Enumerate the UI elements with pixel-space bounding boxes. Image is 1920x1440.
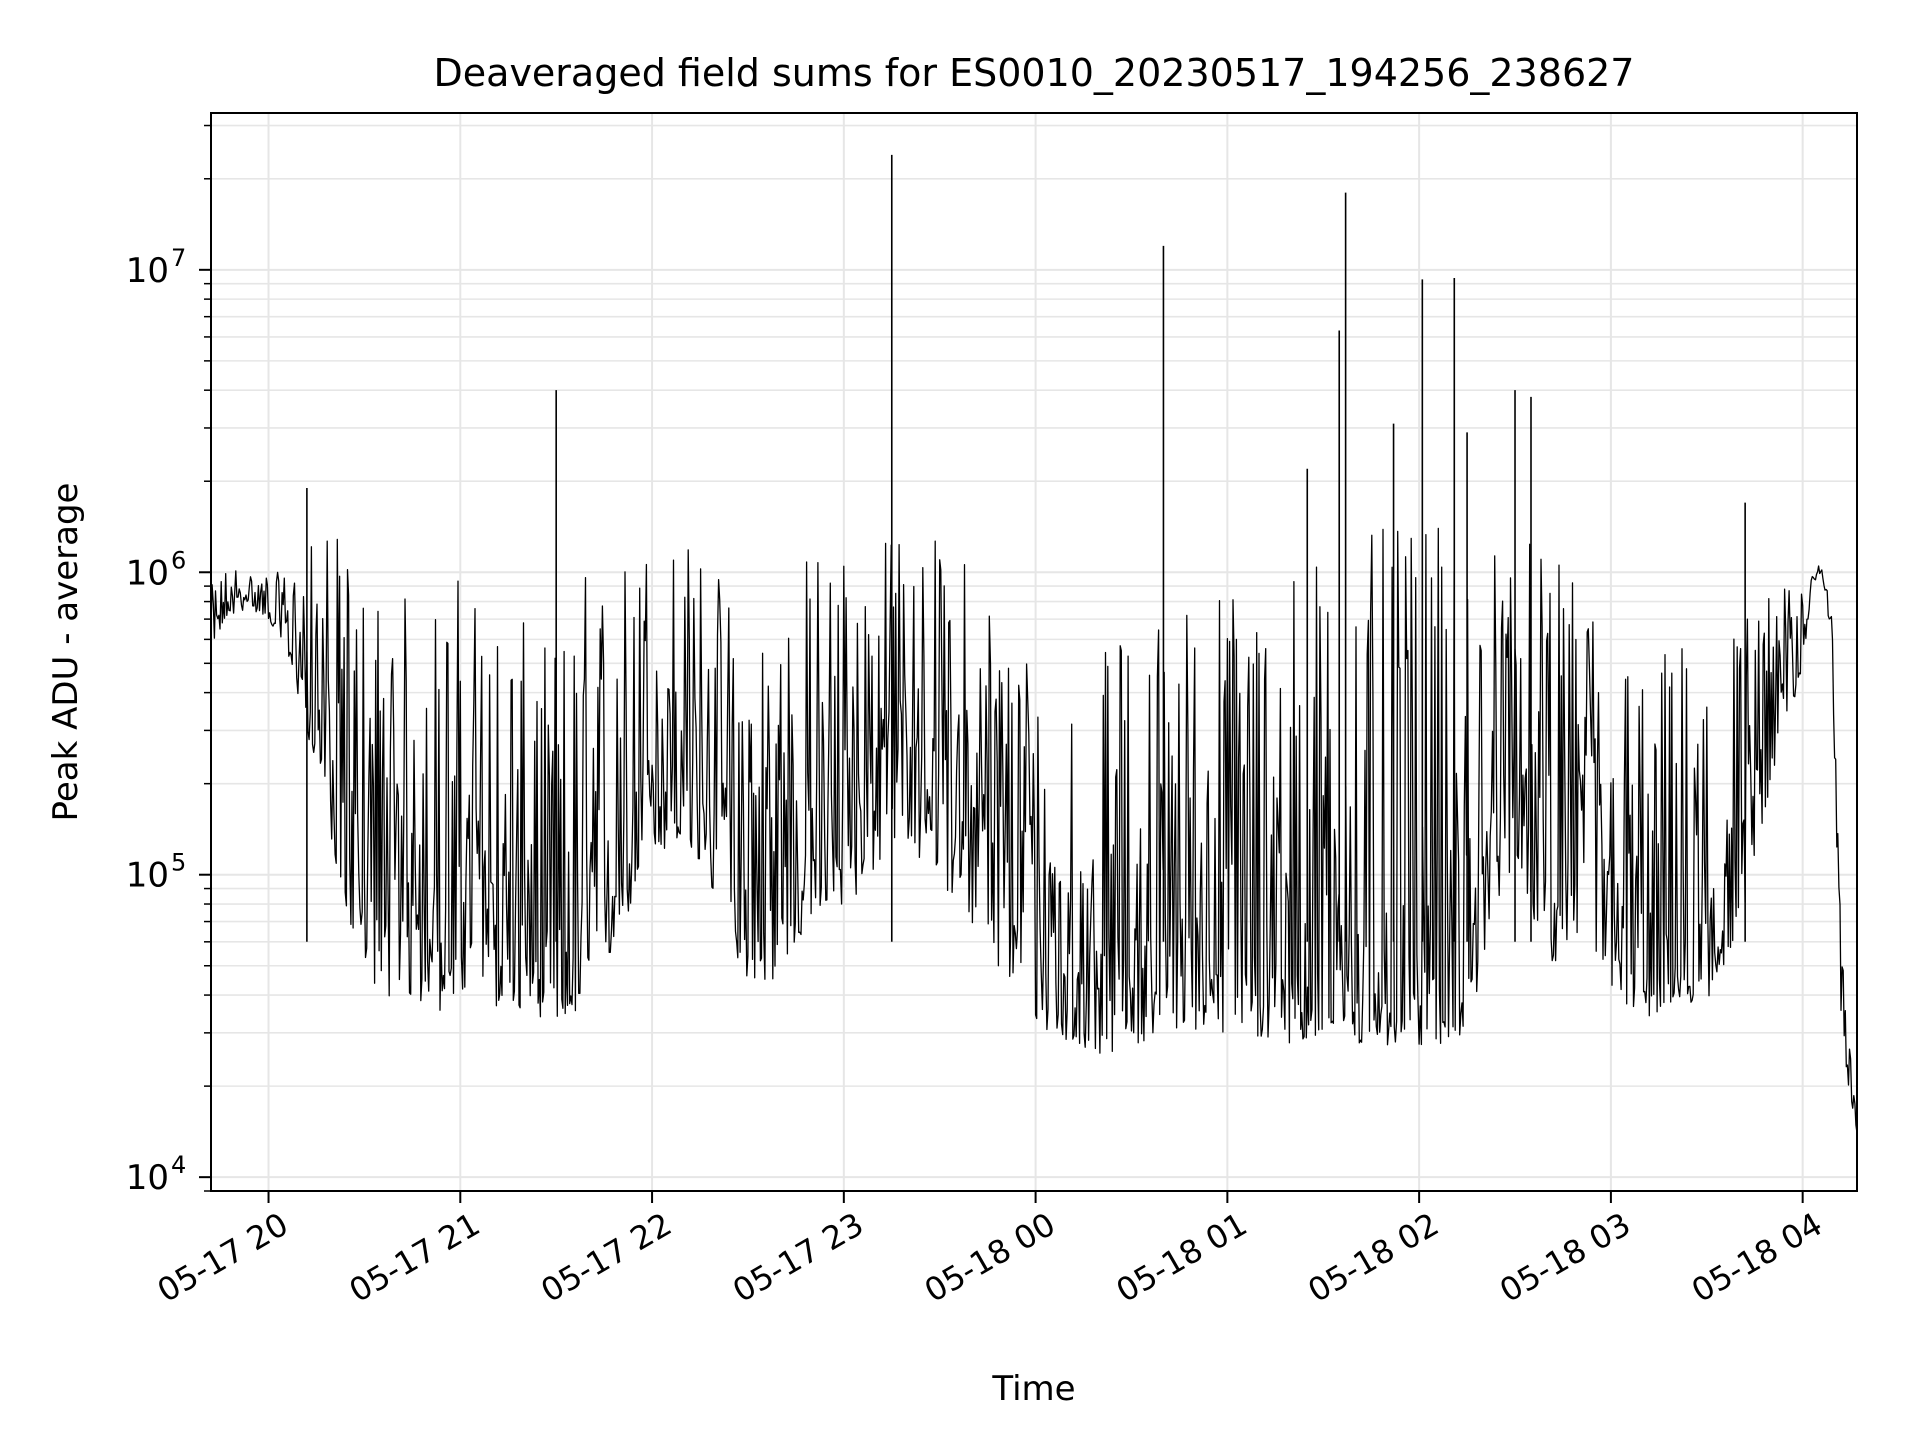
y-tick-label: 10 <box>126 1158 169 1198</box>
x-axis-label: Time <box>991 1369 1075 1409</box>
y-tick-exponent: 5 <box>171 849 186 877</box>
series-line <box>210 527 1858 1134</box>
y-tick-exponent: 6 <box>171 546 186 574</box>
y-tick-label: 10 <box>126 856 169 896</box>
chart-title: Deaveraged field sums for ES0010_2023051… <box>434 51 1635 95</box>
y-axis-label: Peak ADU - average <box>46 483 86 822</box>
plot-frame <box>210 112 1858 1192</box>
y-tick-exponent: 4 <box>171 1151 186 1179</box>
y-tick-label: 10 <box>126 553 169 593</box>
y-tick-label: 10 <box>126 251 169 291</box>
y-tick-exponent: 7 <box>171 244 186 272</box>
data-series <box>210 154 1858 1134</box>
grid-lines <box>211 113 1857 1192</box>
